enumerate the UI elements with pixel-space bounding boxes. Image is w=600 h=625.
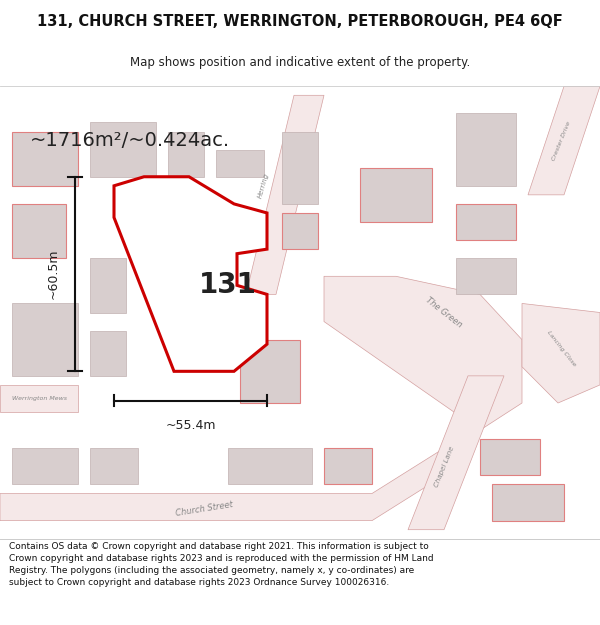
Polygon shape bbox=[408, 376, 504, 530]
Polygon shape bbox=[114, 177, 267, 371]
Text: Lancing Close: Lancing Close bbox=[545, 330, 577, 367]
Polygon shape bbox=[90, 331, 126, 376]
Polygon shape bbox=[12, 204, 66, 258]
Polygon shape bbox=[168, 131, 204, 177]
Polygon shape bbox=[246, 95, 324, 294]
Polygon shape bbox=[90, 448, 138, 484]
Polygon shape bbox=[324, 276, 522, 430]
Text: ~60.5m: ~60.5m bbox=[47, 249, 60, 299]
Polygon shape bbox=[282, 131, 318, 204]
Polygon shape bbox=[282, 213, 318, 249]
Polygon shape bbox=[12, 304, 78, 376]
Polygon shape bbox=[456, 113, 516, 186]
Text: ~55.4m: ~55.4m bbox=[165, 419, 216, 432]
Text: Chapel Lane: Chapel Lane bbox=[433, 445, 455, 488]
Polygon shape bbox=[324, 448, 372, 484]
Polygon shape bbox=[522, 304, 600, 403]
Polygon shape bbox=[480, 439, 540, 476]
Text: Church Street: Church Street bbox=[175, 501, 233, 518]
Polygon shape bbox=[240, 339, 300, 403]
Text: 131, CHURCH STREET, WERRINGTON, PETERBOROUGH, PE4 6QF: 131, CHURCH STREET, WERRINGTON, PETERBOR… bbox=[37, 14, 563, 29]
Polygon shape bbox=[90, 122, 156, 177]
Text: Crester Drive: Crester Drive bbox=[551, 120, 571, 161]
Polygon shape bbox=[492, 484, 564, 521]
Text: Herring: Herring bbox=[257, 173, 271, 199]
Polygon shape bbox=[228, 448, 312, 484]
Polygon shape bbox=[90, 258, 126, 312]
Polygon shape bbox=[12, 448, 78, 484]
Text: Contains OS data © Crown copyright and database right 2021. This information is : Contains OS data © Crown copyright and d… bbox=[9, 542, 434, 587]
Polygon shape bbox=[456, 258, 516, 294]
Text: Map shows position and indicative extent of the property.: Map shows position and indicative extent… bbox=[130, 56, 470, 69]
Text: Werrington Mews: Werrington Mews bbox=[11, 396, 67, 401]
Polygon shape bbox=[456, 204, 516, 240]
Polygon shape bbox=[528, 86, 600, 195]
Polygon shape bbox=[360, 168, 432, 222]
Polygon shape bbox=[0, 448, 444, 521]
Polygon shape bbox=[0, 385, 78, 412]
Polygon shape bbox=[216, 149, 264, 177]
Text: 131: 131 bbox=[199, 271, 257, 299]
Polygon shape bbox=[12, 131, 78, 186]
Text: The Green: The Green bbox=[424, 296, 464, 329]
Text: ~1716m²/~0.424ac.: ~1716m²/~0.424ac. bbox=[30, 131, 230, 150]
